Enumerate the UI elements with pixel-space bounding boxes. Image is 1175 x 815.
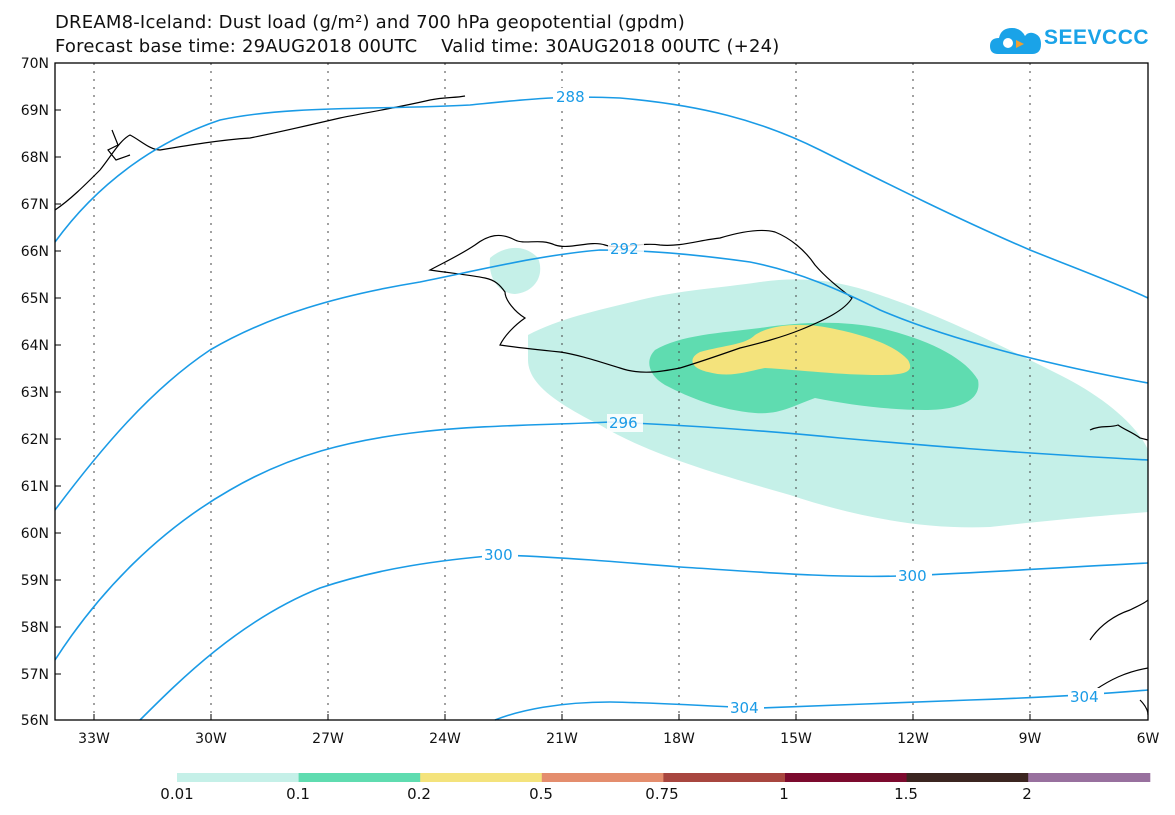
contour-label-300-east: 300 [898,567,927,585]
colorbar-label: 0.75 [645,785,679,803]
map-subtitle: Forecast base time: 29AUG2018 00UTC Vali… [55,36,780,57]
colorbar-label: 0.01 [160,785,194,803]
contour-label-304-west: 304 [730,699,759,717]
graticule [93,63,1031,720]
greenland-coast-b [107,129,131,161]
colorbar-swatch [1028,773,1151,782]
contour-label-292: 292 [610,240,639,258]
lat-label: 69N [21,103,49,119]
lat-label: 57N [21,667,49,683]
colorbar-swatch [298,773,421,782]
lon-label: 21W [546,731,578,747]
contour-label-300-west: 300 [484,546,513,564]
colorbar-swatch [906,773,1029,782]
lon-label: 12W [897,731,929,747]
contour-labels: 288 292 296 300 300 304 304 [482,88,1104,717]
colorbar-label: 1.5 [894,785,918,803]
contour-300 [139,554,1149,721]
lat-label: 70N [21,56,49,72]
contour-label-304-east: 304 [1070,688,1099,706]
longitude-labels: 33W 30W 27W 24W 21W 18W 15W 12W 9W 6W [78,731,1159,747]
contour-292 [54,249,1149,511]
latitude-labels: 70N 69N 68N 67N 66N 65N 64N 63N 62N 61N … [21,56,49,729]
seevccc-logo: SEEVCCC [988,18,1150,62]
colorbar-swatch [663,773,786,782]
contour-288 [54,96,1149,299]
lat-label: 67N [21,197,49,213]
lat-label: 59N [21,573,49,589]
lon-label: 6W [1137,731,1160,747]
lat-label: 58N [21,620,49,636]
contour-label-288: 288 [556,88,585,106]
lon-label: 33W [78,731,110,747]
lon-label: 24W [429,731,461,747]
logo-text: SEEVCCC [1044,26,1150,49]
lat-label: 65N [21,291,49,307]
colorbar-label: 0.1 [286,785,310,803]
lat-label: 68N [21,150,49,166]
colorbar-label: 0.2 [407,785,431,803]
lon-label: 18W [663,731,695,747]
contour-label-296: 296 [609,414,638,432]
faroe-coast [1089,424,1149,441]
colorbar-label: 1 [779,785,789,803]
colorbar-label: 2 [1022,785,1032,803]
lat-label: 56N [21,713,49,729]
dust-shading [489,247,1148,528]
dust-level-02 [692,324,911,375]
lon-label: 9W [1019,731,1042,747]
greenland-coast [54,95,466,211]
colorbar [177,773,1151,782]
colorbar-swatch [785,773,908,782]
contour-304 [494,689,1149,721]
lat-label: 64N [21,338,49,354]
lon-label: 30W [195,731,227,747]
colorbar-swatch [541,773,664,782]
lat-label: 62N [21,432,49,448]
lon-label: 15W [780,731,812,747]
lat-label: 61N [21,479,49,495]
lat-label: 66N [21,244,49,260]
colorbar-swatch [177,773,300,782]
cloud-icon [990,28,1041,54]
lat-label: 60N [21,526,49,542]
axis-ticks [55,62,1031,721]
colorbar-swatch [420,773,543,782]
lon-label: 27W [312,731,344,747]
map-title: DREAM8-Iceland: Dust load (g/m²) and 700… [55,12,685,33]
iceland-coast [428,229,853,373]
colorbar-label: 0.5 [529,785,553,803]
contour-296 [54,421,1149,661]
geopotential-contours [54,96,1149,721]
lat-label: 63N [21,385,49,401]
